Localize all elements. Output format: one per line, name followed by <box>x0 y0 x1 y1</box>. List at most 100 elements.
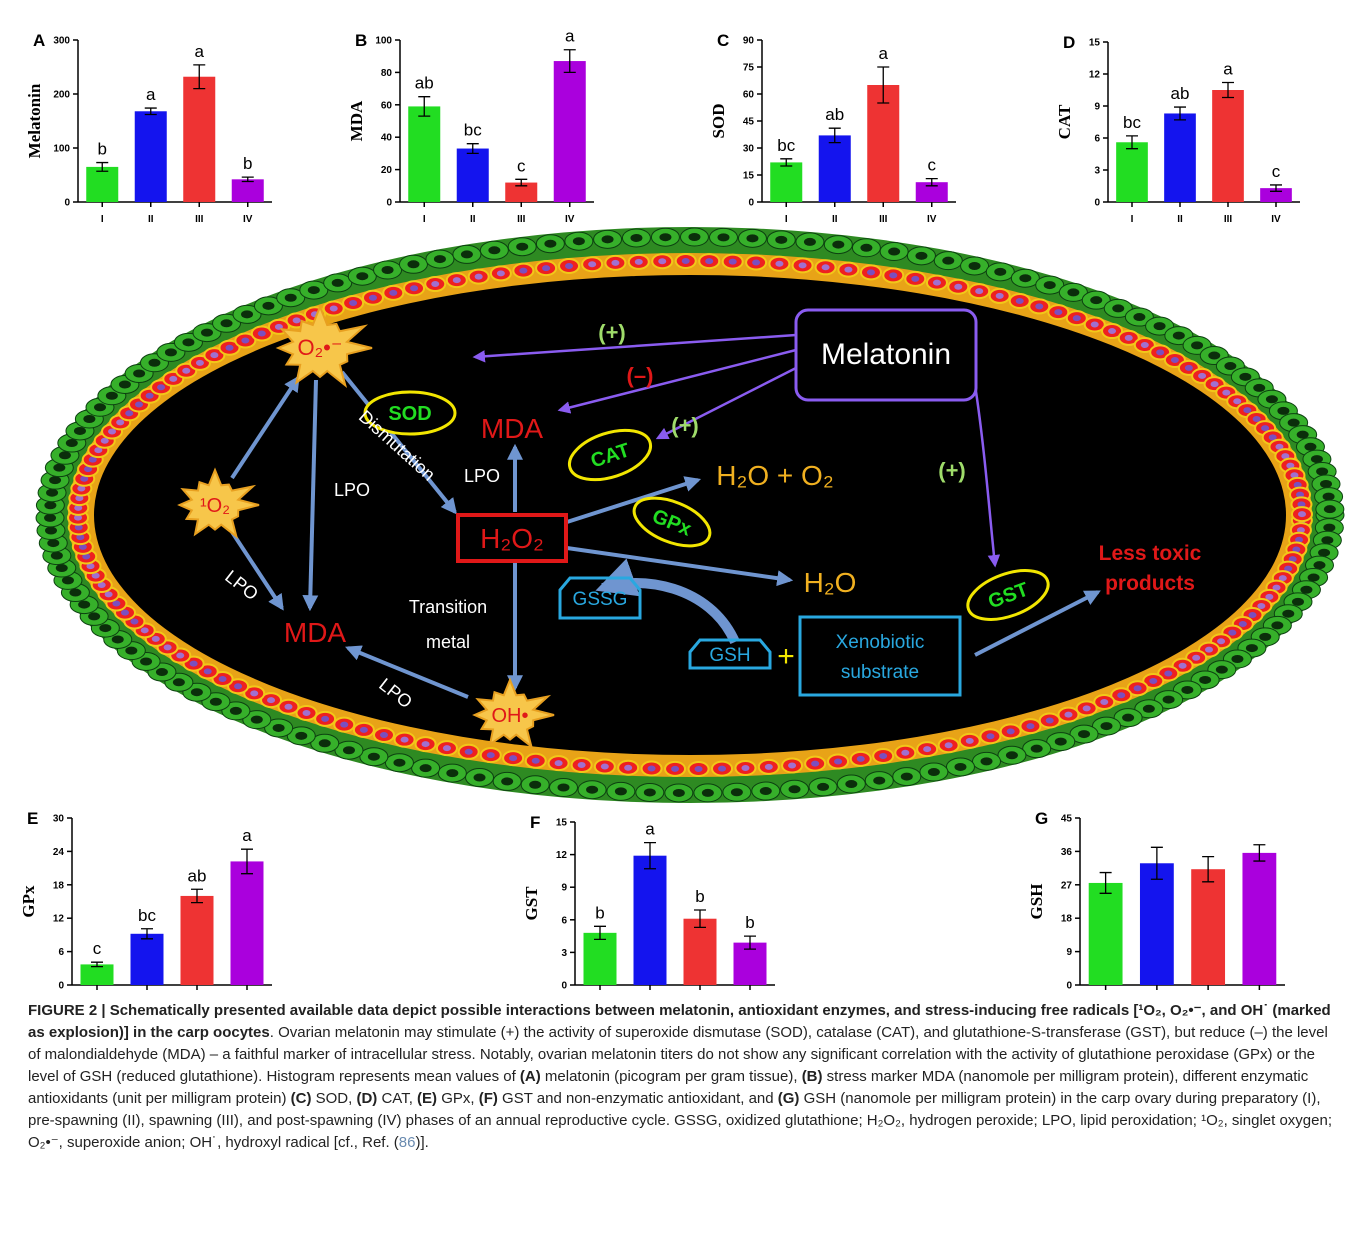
cell-nucleus <box>873 777 885 785</box>
significance-label: a <box>645 820 655 839</box>
singlet-oxygen: ¹O₂ <box>200 495 230 517</box>
products: Less toxic <box>1099 542 1202 565</box>
cell-nucleus <box>393 759 405 767</box>
y-tick-label: 90 <box>743 36 755 47</box>
cell-nucleus <box>1224 362 1236 370</box>
x-tick-label: I <box>101 214 104 225</box>
cell-nucleus <box>251 716 263 724</box>
cell-nucleus <box>1091 321 1099 327</box>
x-tick-label: I <box>785 214 788 225</box>
significance-label: b <box>98 140 107 159</box>
cell-nucleus <box>1179 663 1187 669</box>
x-tick-label: II <box>647 997 653 998</box>
mda: MDA <box>284 617 347 648</box>
cell-nucleus <box>1067 288 1079 296</box>
x-tick-label: III <box>696 997 705 998</box>
bar-chart: FGST03691215IbIIaIIIbIVb <box>522 813 775 998</box>
caption-text: (D) <box>356 1090 377 1107</box>
cell-nucleus <box>565 263 573 269</box>
cell-nucleus <box>544 240 556 248</box>
y-axis-label: GST <box>522 886 541 921</box>
bar <box>86 167 118 202</box>
cell-nucleus <box>911 276 919 282</box>
cell-nucleus <box>99 624 111 632</box>
cell-nucleus <box>108 428 116 434</box>
cell-nucleus <box>1300 586 1312 594</box>
cell-nucleus <box>475 274 483 280</box>
cell-nucleus <box>1164 670 1172 676</box>
caption-text[interactable]: 86 <box>399 1134 416 1151</box>
cell-nucleus <box>860 244 872 252</box>
cell-nucleus <box>996 293 1004 299</box>
cell-nucleus <box>1308 574 1320 582</box>
y-tick-label: 12 <box>1089 70 1101 81</box>
cell-nucleus <box>1090 296 1102 304</box>
y-tick-label: 45 <box>1061 814 1073 825</box>
cell-nucleus <box>234 683 242 689</box>
cell-nucleus <box>857 756 865 762</box>
x-tick-label: II <box>148 214 154 225</box>
cell-nucleus <box>190 661 198 667</box>
cell-nucleus <box>588 261 596 267</box>
cell-nucleus <box>695 766 703 772</box>
cell-nucleus <box>176 653 184 659</box>
cell-nucleus <box>966 738 974 744</box>
bar <box>770 162 802 202</box>
cell-nucleus <box>1216 666 1228 674</box>
cell-nucleus <box>942 257 954 265</box>
cell-nucleus <box>789 785 801 793</box>
significance-label: bc <box>1123 113 1141 132</box>
bar <box>554 61 586 202</box>
cell-nucleus <box>135 401 143 407</box>
cell-nucleus <box>1181 686 1193 694</box>
cell-nucleus <box>602 235 614 243</box>
cell-nucleus <box>1211 381 1219 387</box>
y-tick-label: 0 <box>64 198 70 209</box>
cell-nucleus <box>69 589 81 597</box>
y-tick-label: 24 <box>53 847 65 858</box>
caption-text: (E) <box>417 1090 437 1107</box>
cell-nucleus <box>360 727 368 733</box>
cell-nucleus <box>130 619 138 625</box>
cell-nucleus <box>844 267 852 273</box>
cell-nucleus <box>47 539 59 547</box>
cell-nucleus <box>1320 480 1332 488</box>
cell-nucleus <box>933 280 941 286</box>
bar <box>183 77 215 202</box>
significance-label: b <box>695 887 704 906</box>
cell-nucleus <box>954 763 966 771</box>
cell-nucleus <box>1141 342 1149 348</box>
cell-nucleus <box>44 514 56 522</box>
cell-nucleus <box>1239 621 1247 627</box>
y-axis-label: SOD <box>709 104 728 139</box>
cell-nucleus <box>1016 298 1024 304</box>
panel-letter: A <box>33 31 45 50</box>
y-axis-label: Melatonin <box>25 83 44 158</box>
cell-nucleus <box>501 777 513 785</box>
cell-nucleus <box>975 288 983 294</box>
y-tick-label: 0 <box>1094 198 1100 209</box>
y-tick-label: 100 <box>53 144 70 155</box>
significance-label: a <box>242 826 252 845</box>
y-axis-label: GSH <box>1027 884 1046 920</box>
cell-nucleus <box>1007 728 1015 734</box>
cell-nucleus <box>1253 384 1265 392</box>
cell-nucleus <box>112 635 124 643</box>
cell-nucleus <box>945 742 953 748</box>
cell-nucleus <box>369 295 377 301</box>
y-tick-label: 200 <box>53 90 70 101</box>
cell-nucleus <box>1031 745 1043 753</box>
cell-nucleus <box>474 774 486 782</box>
x-tick-label: III <box>1204 997 1213 998</box>
cell-nucleus <box>1035 303 1043 309</box>
cell-nucleus <box>1055 738 1067 746</box>
bar <box>684 919 717 985</box>
cell-nucleus <box>1277 407 1289 415</box>
cell-nucleus <box>1324 505 1336 513</box>
cell-nucleus <box>46 489 58 497</box>
cell-nucleus <box>349 300 357 306</box>
y-tick-label: 20 <box>381 165 393 176</box>
cell-nucleus <box>1318 549 1330 557</box>
x-tick-label: I <box>1104 997 1107 998</box>
panel-letter: G <box>1035 809 1048 828</box>
